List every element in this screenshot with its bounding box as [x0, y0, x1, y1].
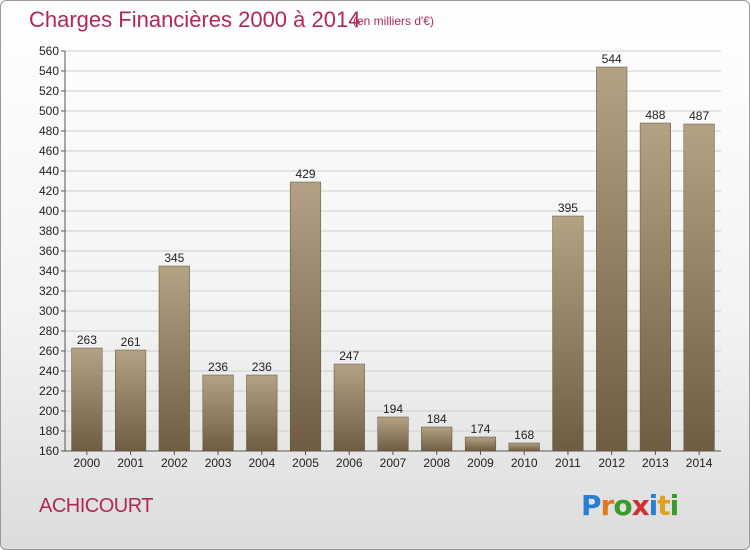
bar-2013 — [639, 122, 671, 452]
proxiti-logo: Proxiti — [581, 489, 680, 522]
logo-letter: P — [581, 489, 602, 522]
chart-title: Charges Financières 2000 à 2014 — [29, 7, 361, 32]
data-label-2010: 168 — [514, 428, 534, 442]
logo-letter: i — [669, 489, 680, 522]
data-label-2000: 263 — [77, 333, 97, 347]
y-tick-label: 480 — [39, 124, 59, 138]
logo-letter: i — [648, 489, 659, 522]
x-tick-label-2005: 2005 — [292, 456, 319, 470]
y-tick-label: 240 — [39, 364, 59, 378]
y-tick-label: 420 — [39, 184, 59, 198]
y-tick-label: 360 — [39, 244, 59, 258]
y-tick-label: 200 — [39, 404, 59, 418]
y-tick-label: 220 — [39, 384, 59, 398]
y-tick-label: 280 — [39, 324, 59, 338]
logo-letter: t — [657, 489, 670, 522]
data-label-2005: 429 — [296, 167, 316, 181]
data-label-2006: 247 — [339, 349, 359, 363]
data-label-2002: 345 — [164, 251, 184, 265]
y-tick-label: 520 — [39, 84, 59, 98]
bar-2008 — [421, 426, 453, 452]
x-tick-label-2011: 2011 — [555, 456, 581, 470]
bar-2011 — [552, 215, 584, 452]
x-tick-label-2012: 2012 — [598, 456, 625, 470]
bar-2004 — [246, 374, 278, 452]
bar-2012 — [596, 66, 628, 452]
data-label-2014: 487 — [689, 109, 709, 123]
x-tick-label-2000: 2000 — [74, 456, 101, 470]
data-label-2011: 395 — [558, 201, 578, 215]
y-tick-label: 180 — [39, 424, 59, 438]
bar-2006 — [333, 363, 365, 452]
bar-2001 — [115, 349, 147, 452]
chart-subtitle: (en milliers d'€) — [353, 14, 434, 28]
y-tick-label: 440 — [39, 164, 59, 178]
bar-2009 — [464, 436, 497, 452]
bar-2010 — [508, 442, 540, 452]
x-tick-label-2002: 2002 — [161, 456, 188, 470]
data-label-2013: 488 — [645, 108, 665, 122]
data-label-2009: 174 — [470, 422, 490, 436]
data-label-2007: 194 — [383, 402, 403, 416]
bar-2007 — [377, 416, 409, 452]
data-label-2008: 184 — [427, 412, 447, 426]
x-tick-label-2001: 2001 — [117, 456, 144, 470]
x-tick-label-2003: 2003 — [205, 456, 232, 470]
bar-2014 — [683, 123, 715, 452]
y-tick-label: 320 — [39, 284, 59, 298]
x-tick-label-2004: 2004 — [248, 456, 275, 470]
x-tick-label-2014: 2014 — [686, 456, 713, 470]
y-tick-label: 340 — [39, 264, 59, 278]
y-tick-label: 160 — [39, 444, 59, 458]
data-label-2003: 236 — [208, 360, 228, 374]
y-tick-label: 460 — [39, 144, 59, 158]
bar-2003 — [202, 374, 234, 452]
y-tick-label: 500 — [39, 104, 59, 118]
y-tick-label: 300 — [39, 304, 59, 318]
bar-2000 — [71, 347, 103, 452]
y-tick-label: 540 — [39, 64, 59, 78]
y-tick-label: 380 — [39, 224, 59, 238]
logo-letter: x — [631, 489, 650, 522]
bar-2002 — [158, 265, 190, 452]
data-label-2004: 236 — [252, 360, 272, 374]
x-tick-label-2013: 2013 — [642, 456, 669, 470]
x-tick-label-2009: 2009 — [467, 456, 494, 470]
y-tick-label: 400 — [39, 204, 59, 218]
x-tick-label-2010: 2010 — [511, 456, 538, 470]
logo-letter: r — [600, 489, 615, 522]
commune-name: ACHICOURT — [39, 495, 154, 517]
x-tick-label-2008: 2008 — [423, 456, 450, 470]
bar-2005 — [289, 181, 322, 452]
data-label-2001: 261 — [121, 335, 141, 349]
logo-letter: o — [613, 489, 632, 522]
y-tick-label: 560 — [39, 44, 59, 58]
y-tick-label: 260 — [39, 344, 59, 358]
data-label-2012: 544 — [602, 52, 622, 66]
x-tick-label-2006: 2006 — [336, 456, 363, 470]
x-tick-label-2007: 2007 — [380, 456, 407, 470]
